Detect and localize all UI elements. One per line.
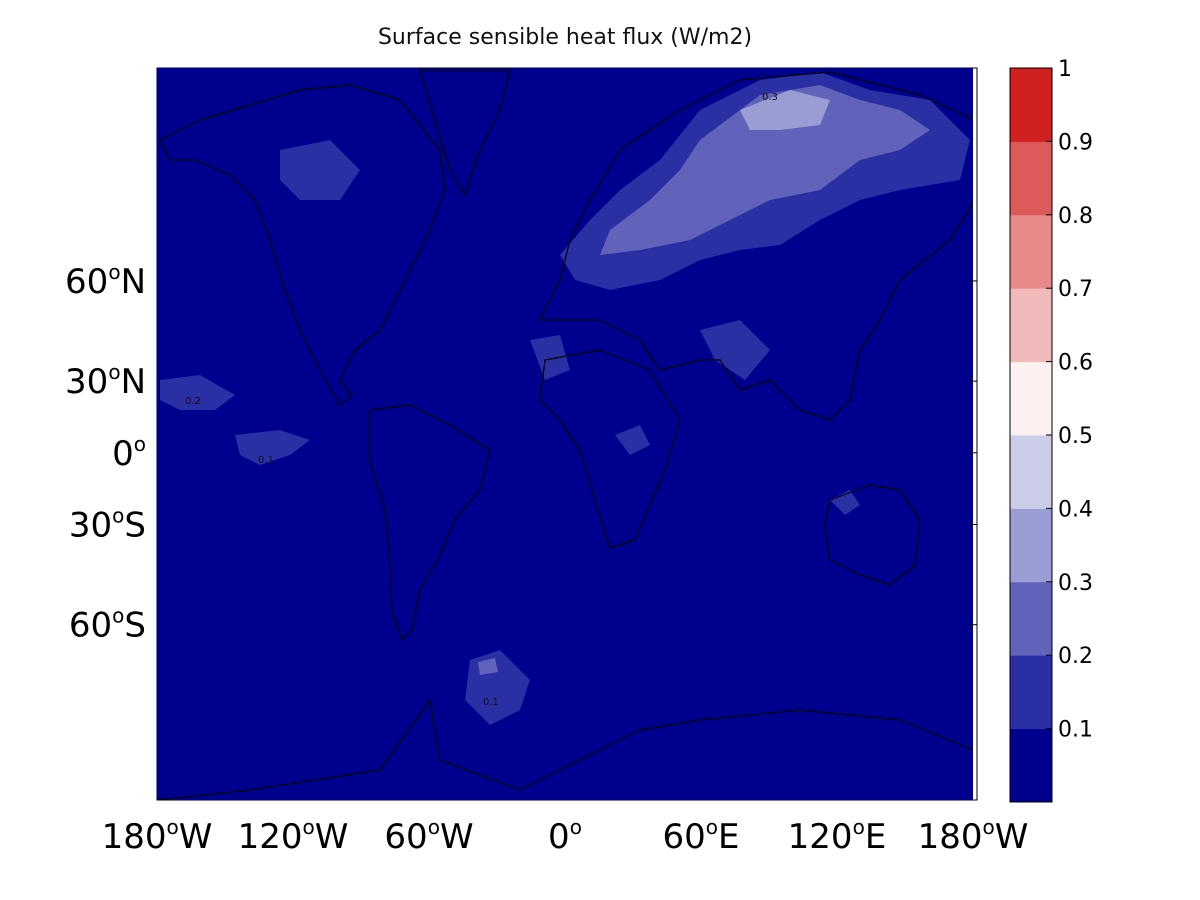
contour-label-pacific: 0.2 xyxy=(185,396,201,407)
lon-tick-label-3: 0o xyxy=(548,815,582,857)
lat-tick-label-2-value: 0 xyxy=(112,434,134,474)
colorbar-segment-0 xyxy=(1010,728,1052,803)
flux-patch-africa xyxy=(615,425,650,455)
lat-tick-label-3: 30oS xyxy=(69,504,146,546)
colorbar-label-7: 0.8 xyxy=(1058,204,1093,229)
colorbar-segment-4 xyxy=(1010,435,1052,509)
lat-tick-label-4-hemisphere: S xyxy=(124,606,146,646)
colorbar-segment-9 xyxy=(1010,68,1052,142)
lon-tick-label-3-degree: o xyxy=(570,815,582,839)
flux-patch-australia xyxy=(830,490,860,515)
contour-label-siberia: 0.3 xyxy=(762,92,778,103)
lon-tick-label-4-value: 60 xyxy=(663,817,706,857)
lon-tick-label-3-value: 0 xyxy=(548,817,570,857)
colorbar-segment-3 xyxy=(1010,508,1052,583)
chart-title: Surface sensible heat flux (W/m2) xyxy=(378,25,752,50)
map-plot: 0.2 0.1 0.1 0.3 xyxy=(157,68,973,800)
lon-tick-label-2: 60oW xyxy=(384,815,473,857)
contour-label-equatorial: 0.1 xyxy=(258,455,274,466)
lon-tick-label-1-degree: o xyxy=(303,815,315,839)
flux-patch-canada xyxy=(280,140,360,200)
lon-tick-label-6-value: 180 xyxy=(918,817,983,857)
lon-tick-label-0: 180oW xyxy=(102,815,213,857)
colorbar-segment-5 xyxy=(1010,361,1052,436)
coastline-north-america xyxy=(159,84,446,406)
lat-tick-label-4: 60oS xyxy=(69,604,146,646)
flux-patch-pacific xyxy=(160,375,235,410)
lat-tick-label-4-value: 60 xyxy=(69,606,112,646)
colorbar-label-9: 1 xyxy=(1058,57,1072,82)
colorbar-label-3: 0.4 xyxy=(1058,497,1093,522)
lon-tick-label-2-value: 60 xyxy=(384,817,427,857)
colorbar-label-8: 0.9 xyxy=(1058,130,1093,155)
flux-patch-sahara xyxy=(530,335,570,380)
flux-patch-siberia-inner xyxy=(600,85,930,255)
colorbar-label-4: 0.5 xyxy=(1058,424,1093,449)
colorbar-label-6: 0.7 xyxy=(1058,277,1093,302)
colorbar-label-5: 0.6 xyxy=(1058,351,1093,376)
lon-tick-label-6-degree: o xyxy=(983,815,995,839)
lon-tick-label-4: 60oE xyxy=(663,815,740,857)
lat-tick-label-3-degree: o xyxy=(112,504,124,528)
lon-tick-label-1-hemisphere: W xyxy=(315,817,349,857)
lon-tick-label-5-value: 120 xyxy=(788,817,853,857)
longitude-labels: 180oW 120oW 60oW 0o 60oE 120oE 180oW xyxy=(102,815,1029,857)
colorbar-segment-1 xyxy=(1010,655,1052,730)
lon-tick-label-4-degree: o xyxy=(706,815,718,839)
lon-tick-label-5: 120oE xyxy=(788,815,887,857)
flux-patches xyxy=(160,72,970,725)
lat-tick-label-3-value: 30 xyxy=(69,506,112,546)
lat-tick-label-0: 60oN xyxy=(65,260,146,302)
lon-tick-label-0-hemisphere: W xyxy=(179,817,213,857)
coastlines xyxy=(157,69,973,800)
lon-tick-label-1: 120oW xyxy=(238,815,349,857)
lat-tick-label-4-degree: o xyxy=(112,604,124,628)
lon-tick-label-6: 180oW xyxy=(918,815,1029,857)
coastline-south-america xyxy=(369,404,491,641)
lat-tick-label-0-hemisphere: N xyxy=(121,262,146,302)
coastline-eurasia xyxy=(539,71,973,421)
colorbar-label-0: 0.1 xyxy=(1058,718,1093,743)
lon-tick-label-5-degree: o xyxy=(853,815,865,839)
coastline-greenland xyxy=(419,69,511,196)
lon-tick-label-0-degree: o xyxy=(167,815,179,839)
contour-label-southern: 0.1 xyxy=(483,697,499,708)
colorbar-label-2: 0.3 xyxy=(1058,571,1093,596)
flux-patch-siberia-core xyxy=(740,90,830,130)
lat-tick-label-2: 0o xyxy=(112,432,146,474)
colorbar-segment-8 xyxy=(1010,141,1052,216)
flux-patch-southern-ocean-core xyxy=(478,658,498,675)
lat-tick-label-0-value: 60 xyxy=(65,262,108,302)
flux-patch-equatorial-pacific xyxy=(235,430,310,465)
lat-tick-label-1: 30oN xyxy=(65,360,146,402)
lat-tick-label-2-degree: o xyxy=(134,432,146,456)
lat-tick-label-3-hemisphere: S xyxy=(124,506,146,546)
coastline-australia xyxy=(824,484,921,586)
lon-tick-label-5-hemisphere: E xyxy=(865,817,886,857)
lon-tick-label-2-hemisphere: W xyxy=(440,817,474,857)
lon-tick-label-6-hemisphere: W xyxy=(995,817,1029,857)
colorbar: 0.1 0.2 0.3 0.4 0.5 0.6 0.7 0.8 0.9 1 xyxy=(1009,57,1093,803)
lat-tick-label-0-degree: o xyxy=(108,260,120,284)
flux-patch-india xyxy=(700,320,770,380)
lon-tick-label-1-value: 120 xyxy=(238,817,303,857)
lat-tick-label-1-degree: o xyxy=(108,360,120,384)
colorbar-segment-7 xyxy=(1010,214,1052,289)
lon-tick-label-0-value: 180 xyxy=(102,817,167,857)
lon-tick-label-4-hemisphere: E xyxy=(718,817,739,857)
colorbar-segment-6 xyxy=(1010,288,1052,363)
coastline-africa xyxy=(539,349,681,549)
lat-tick-label-1-value: 30 xyxy=(65,362,108,402)
lat-tick-label-1-hemisphere: N xyxy=(121,362,146,402)
coastline-antarctica xyxy=(157,699,973,800)
colorbar-segment-2 xyxy=(1010,581,1052,656)
lon-tick-label-2-degree: o xyxy=(428,815,440,839)
colorbar-label-1: 0.2 xyxy=(1058,644,1093,669)
